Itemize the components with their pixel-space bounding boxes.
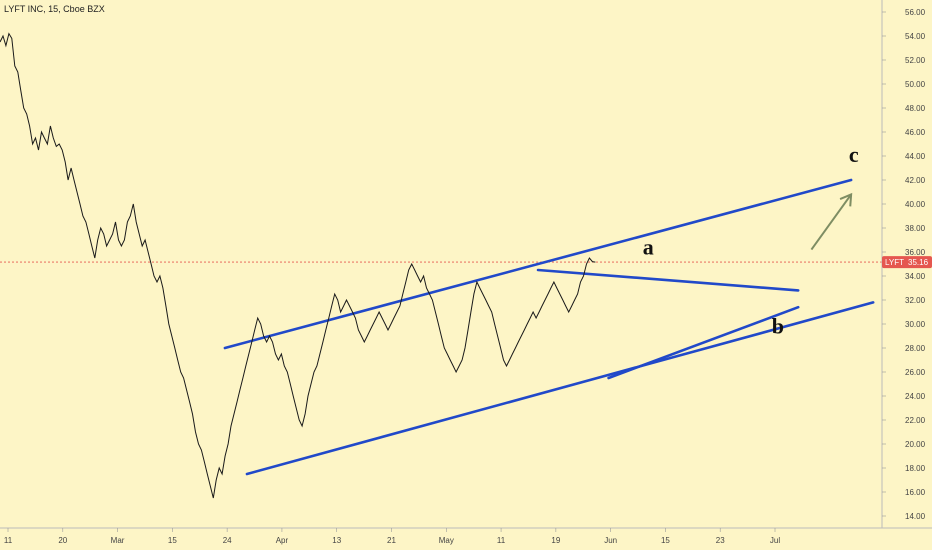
x-tick-label: 19 [551,536,560,545]
y-tick-label: 18.00 [905,464,926,473]
y-tick-label: 34.00 [905,272,926,281]
x-tick-label: 20 [58,536,67,545]
price-tag: LYFT 35.16 [882,256,932,269]
x-tick-label: 11 [4,536,13,545]
y-tick-label: 38.00 [905,224,926,233]
y-tick-label: 54.00 [905,32,926,41]
wave-label-b: b [772,314,784,339]
price-tag-value: 35.16 [908,258,929,267]
x-tick-label: 15 [168,536,177,545]
arrow-shaft [810,193,852,251]
y-tick-label: 24.00 [905,392,926,401]
y-tick-label: 32.00 [905,296,926,305]
x-tick-label: 21 [387,536,396,545]
projection-arrow [810,192,853,251]
price-tag-box [882,256,932,269]
price-tag-symbol: LYFT [885,258,904,267]
trendline-2[interactable] [245,301,875,476]
x-tick-label: May [439,536,454,545]
x-tick-label: Apr [276,536,289,545]
y-tick-label: 28.00 [905,344,926,353]
y-tick-label: 26.00 [905,368,926,377]
trendline-3[interactable] [536,268,800,292]
y-tick-label: 56.00 [905,8,926,17]
trendline-group [223,178,875,476]
x-tick-label: 23 [716,536,725,545]
wave-labels: a b c [643,142,859,339]
y-tick-label: 50.00 [905,80,926,89]
trendline-1[interactable] [223,178,853,350]
x-tick-label: 24 [223,536,232,545]
x-tick-label: 15 [661,536,670,545]
x-axis: 11 20 Mar 15 24 Apr 13 21 May 11 19 Jun 15 23 Jul [4,528,780,545]
y-tick-label: 40.00 [905,200,926,209]
x-tick-label: 13 [332,536,341,545]
arrow-head [839,192,853,207]
price-series-line [0,32,596,499]
y-axis: 56.00 54.00 52.00 50.00 48.00 46.00 44.00 42.00… [882,8,926,521]
trendline-4[interactable] [607,305,800,380]
y-tick-label: 20.00 [905,440,926,449]
y-tick-label: 22.00 [905,416,926,425]
x-tick-label: 11 [497,536,506,545]
y-tick-label: 52.00 [905,56,926,65]
y-tick-label: 16.00 [905,488,926,497]
chart-title: LYFT INC, 15, Cboe BZX [4,4,105,14]
y-tick-label: 30.00 [905,320,926,329]
y-tick-label: 46.00 [905,128,926,137]
y-tick-label: 42.00 [905,176,926,185]
x-tick-label: Jun [604,536,617,545]
y-tick-label: 14.00 [905,512,926,521]
y-tick-label: 44.00 [905,152,926,161]
y-tick-label: 36.00 [905,248,926,257]
wave-label-c: c [849,142,859,167]
wave-label-a: a [643,234,654,259]
x-tick-label: Mar [111,536,125,545]
y-tick-label: 48.00 [905,104,926,113]
x-tick-label: Jul [770,536,780,545]
